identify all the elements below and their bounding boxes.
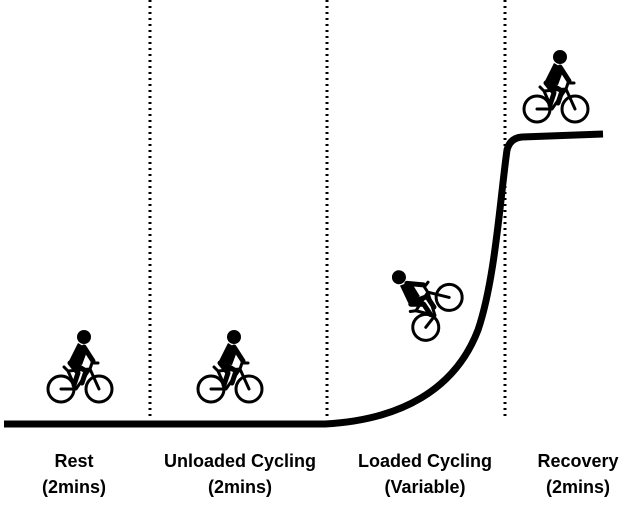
phase-label-unloaded: Unloaded Cycling (2mins) (148, 448, 332, 500)
phase-duration: (2mins) (545, 477, 610, 497)
cyclist-climbing-icon (371, 251, 467, 346)
cyclist-icon (524, 50, 588, 122)
phase-duration: (2mins) (41, 477, 106, 497)
phase-label-rest: Rest (2mins) (10, 448, 138, 500)
phase-duration: (Variable) (384, 477, 466, 497)
phase-name: Recovery (537, 451, 619, 471)
phase-name: Loaded Cycling (357, 451, 492, 471)
cyclist-icon (48, 330, 112, 402)
cyclist-icon (198, 330, 262, 402)
workload-curve (4, 130, 604, 428)
phase-name: Rest (54, 451, 94, 471)
phase-label-recovery: Recovery (2mins) (516, 448, 640, 500)
phase-duration: (2mins) (207, 477, 272, 497)
phase-label-loaded: Loaded Cycling (Variable) (340, 448, 510, 500)
phase-name: Unloaded Cycling (163, 451, 316, 471)
